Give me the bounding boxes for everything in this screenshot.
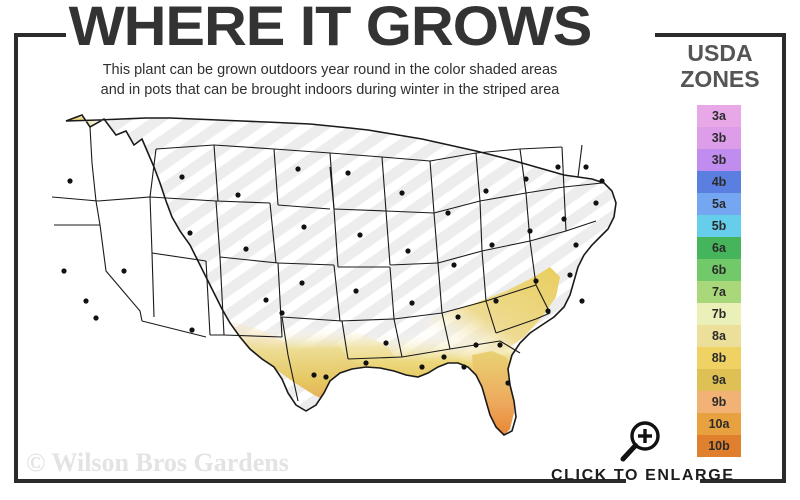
watermark-credit: © Wilson Bros Gardens [26, 448, 289, 477]
frame-border-top-left [14, 33, 66, 37]
frame-border-bottom-left [14, 479, 626, 483]
usda-hardiness-map[interactable] [30, 105, 650, 455]
usda-zone-legend[interactable]: 3a 3b 3b 4b 5a 5b 6a 6b 7a 7b 8a 8b 9a 9b 10a 10b [697, 105, 741, 457]
legend-zone-3b-1[interactable]: 3b [697, 127, 741, 149]
frame-border-left [14, 33, 18, 483]
usa-outline [65, 114, 617, 436]
region-california-coast [66, 209, 142, 341]
legend-title-line-1: USDA [687, 40, 753, 66]
frame-border-bottom-right [700, 479, 786, 483]
region-southeast [416, 267, 560, 363]
region-florida [472, 351, 514, 435]
subtitle: This plant can be grown outdoors year ro… [30, 60, 630, 100]
frame-border-right [782, 33, 786, 483]
subtitle-line-2: and in pots that can be brought indoors … [100, 82, 560, 98]
legend-zone-4b-3[interactable]: 4b [697, 171, 741, 193]
magnifier-svg [620, 421, 660, 462]
state-borders [51, 126, 603, 402]
legend-zone-8b-11[interactable]: 8b [697, 347, 741, 369]
legend-zone-5a-4[interactable]: 5a [697, 193, 741, 215]
legend-zone-7b-9[interactable]: 7b [697, 303, 741, 325]
usa-map-svg [51, 114, 617, 436]
magnifier-plus-icon[interactable] [618, 418, 664, 464]
legend-zone-7a-8[interactable]: 7a [697, 281, 741, 303]
city-dots [61, 164, 605, 386]
click-to-enlarge-label[interactable]: CLICK TO ENLARGE [551, 467, 735, 484]
legend-title: USDA ZONES [660, 40, 780, 92]
legend-zone-3b-2[interactable]: 3b [697, 149, 741, 171]
legend-zone-10b-15[interactable]: 10b [697, 435, 741, 457]
frame-border-top-right [655, 33, 786, 37]
legend-zone-9a-12[interactable]: 9a [697, 369, 741, 391]
legend-zone-5b-5[interactable]: 5b [697, 215, 741, 237]
legend-zone-6b-7[interactable]: 6b [697, 259, 741, 281]
legend-title-line-2: ZONES [680, 66, 760, 92]
legend-zone-8a-10[interactable]: 8a [697, 325, 741, 347]
legend-zone-10a-14[interactable]: 10a [697, 413, 741, 435]
page-title: WHERE IT GROWS [68, 0, 593, 57]
region-pacific-northwest [66, 115, 108, 225]
subtitle-line-1: This plant can be grown outdoors year ro… [102, 62, 558, 78]
legend-zone-9b-13[interactable]: 9b [697, 391, 741, 413]
region-southern-california [86, 301, 206, 353]
legend-zone-3a-0[interactable]: 3a [697, 105, 741, 127]
legend-zone-6a-6[interactable]: 6a [697, 237, 741, 259]
